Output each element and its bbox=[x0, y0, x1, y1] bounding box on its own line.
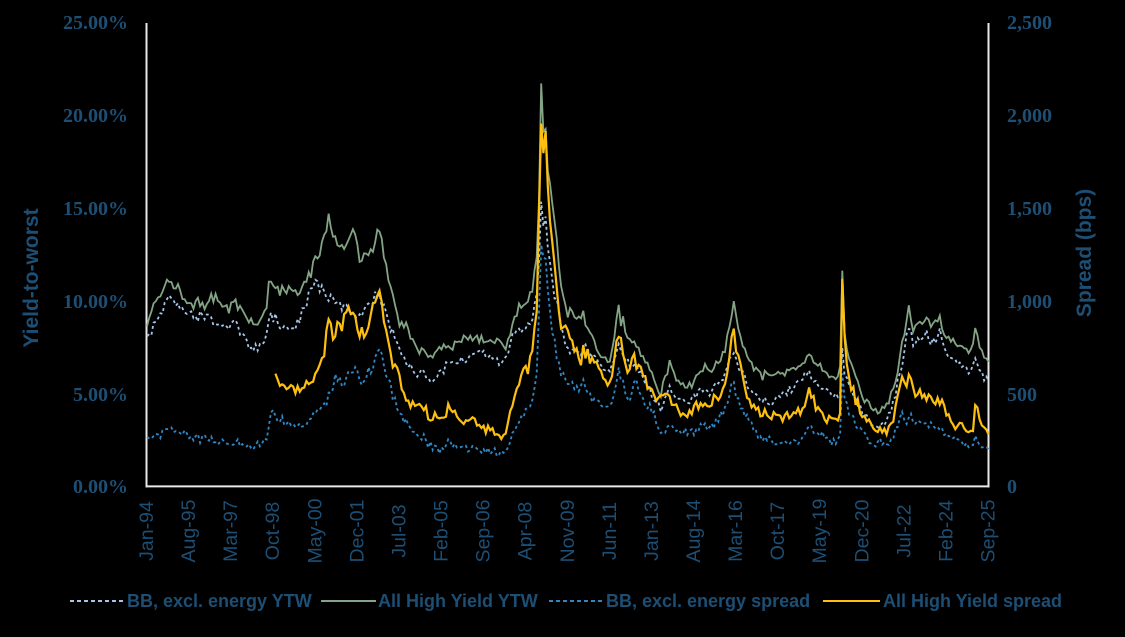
svg-text:20.00%: 20.00% bbox=[63, 105, 128, 127]
svg-text:Jun-11: Jun-11 bbox=[599, 502, 621, 560]
svg-text:2,000: 2,000 bbox=[1007, 105, 1052, 127]
svg-text:0: 0 bbox=[1007, 476, 1017, 498]
svg-text:Aug-14: Aug-14 bbox=[683, 499, 705, 562]
svg-text:500: 500 bbox=[1007, 384, 1037, 406]
svg-text:Jan-94: Jan-94 bbox=[136, 501, 158, 561]
svg-text:15.00%: 15.00% bbox=[63, 198, 128, 220]
svg-text:Sep-06: Sep-06 bbox=[473, 500, 495, 563]
svg-text:Jul-03: Jul-03 bbox=[389, 504, 411, 557]
svg-text:Feb-24: Feb-24 bbox=[935, 500, 957, 562]
svg-text:0.00%: 0.00% bbox=[73, 476, 128, 498]
svg-text:Nov-09: Nov-09 bbox=[557, 500, 579, 563]
svg-text:Sep-25: Sep-25 bbox=[978, 499, 1000, 562]
svg-text:Apr-08: Apr-08 bbox=[515, 502, 537, 561]
svg-text:5.00%: 5.00% bbox=[73, 384, 128, 406]
svg-text:BB, excl. energy spread: BB, excl. energy spread bbox=[606, 591, 810, 611]
svg-text:Spread (bps): Spread (bps) bbox=[1073, 189, 1096, 317]
svg-text:Mar-16: Mar-16 bbox=[725, 500, 747, 562]
svg-text:Oct-17: Oct-17 bbox=[767, 502, 789, 561]
svg-text:May-00: May-00 bbox=[304, 498, 326, 563]
svg-text:Dec-20: Dec-20 bbox=[851, 499, 873, 562]
svg-text:Oct-98: Oct-98 bbox=[262, 502, 284, 561]
svg-text:Yield-to-worst: Yield-to-worst bbox=[20, 208, 43, 347]
svg-text:Jan-13: Jan-13 bbox=[641, 501, 663, 561]
svg-text:1,000: 1,000 bbox=[1007, 291, 1052, 313]
svg-text:1,500: 1,500 bbox=[1007, 198, 1052, 220]
svg-text:Aug-95: Aug-95 bbox=[178, 499, 200, 562]
svg-text:All High Yield YTW: All High Yield YTW bbox=[378, 591, 538, 611]
svg-text:25.00%: 25.00% bbox=[63, 12, 128, 34]
svg-text:BB, excl. energy YTW: BB, excl. energy YTW bbox=[127, 591, 312, 611]
svg-text:Mar-97: Mar-97 bbox=[220, 500, 242, 562]
svg-text:May-19: May-19 bbox=[809, 498, 831, 563]
svg-text:Dec-01: Dec-01 bbox=[346, 500, 368, 563]
svg-text:10.00%: 10.00% bbox=[63, 291, 128, 313]
svg-text:Feb-05: Feb-05 bbox=[431, 500, 453, 562]
svg-text:Jul-22: Jul-22 bbox=[893, 504, 915, 557]
svg-text:All High Yield spread: All High Yield spread bbox=[883, 591, 1062, 611]
svg-text:2,500: 2,500 bbox=[1007, 12, 1052, 34]
